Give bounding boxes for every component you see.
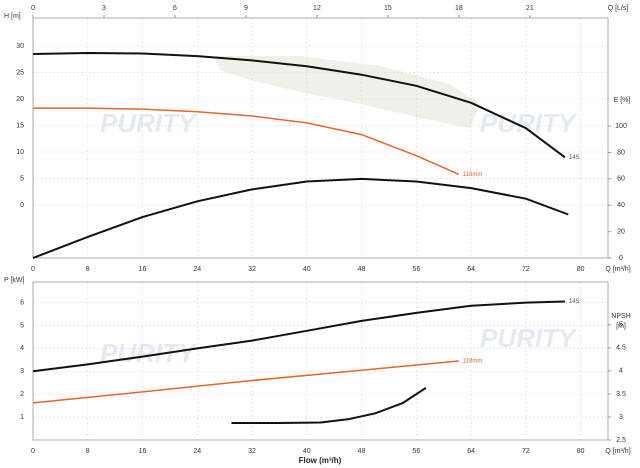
y-tick-label: 10 xyxy=(16,149,24,156)
x-tick-label: 72 xyxy=(522,266,530,273)
curve xyxy=(33,107,460,175)
curve xyxy=(32,52,566,159)
x-tick-label: 72 xyxy=(522,448,530,455)
x-tick-label: 32 xyxy=(248,266,256,273)
watermark: PURITY xyxy=(480,108,578,138)
y2-tick-label: 20 xyxy=(617,228,625,235)
y2-axis-label: NPSH xyxy=(611,313,630,320)
x-tick-label: 48 xyxy=(358,266,366,273)
plot-frame xyxy=(32,281,609,441)
y-tick-label: 2 xyxy=(20,391,24,398)
y2-tick-label: 4.5 xyxy=(616,345,626,352)
y2-tick-label: 3 xyxy=(619,414,623,421)
y2-tick-label: 2.5 xyxy=(616,437,626,444)
operating-zone xyxy=(215,56,480,128)
y2-axis-label: E [%] xyxy=(614,97,631,104)
y-tick-label: 20 xyxy=(16,96,24,103)
y-tick-label: 15 xyxy=(16,122,24,129)
y-axis-label: H [m] xyxy=(4,13,21,20)
x2-tick-label: 6 xyxy=(173,5,177,12)
x-tick-label: 24 xyxy=(193,448,201,455)
y2-tick-label: 100 xyxy=(615,123,627,130)
y-tick-label: 3 xyxy=(20,368,24,375)
x-tick-label: 16 xyxy=(139,266,147,273)
x-tick-label: 80 xyxy=(577,266,585,273)
y2-tick-label: 40 xyxy=(617,202,625,209)
x2-tick-label: 9 xyxy=(244,5,248,12)
y2-tick-label: 5 xyxy=(619,322,623,329)
x-tick-label: 32 xyxy=(248,448,256,455)
curve-label: 118mm xyxy=(463,172,483,178)
y2-tick-label: 0 xyxy=(619,255,623,262)
y2-tick-label: 3.5 xyxy=(616,391,626,398)
x-tick-label: 24 xyxy=(193,266,201,273)
x-tick-label: 40 xyxy=(303,448,311,455)
x2-tick-label: 15 xyxy=(384,5,392,12)
x-tick-label: 8 xyxy=(86,448,90,455)
x-tick-label: 8 xyxy=(86,266,90,273)
x2-tick-label: 21 xyxy=(526,5,534,12)
y-tick-label: 5 xyxy=(20,175,24,182)
x2-tick-label: 3 xyxy=(102,5,106,12)
x-tick-label: 80 xyxy=(577,448,585,455)
y-tick-label: 25 xyxy=(16,69,24,76)
x-tick-label: 16 xyxy=(139,448,147,455)
y-tick-label: 30 xyxy=(16,43,24,50)
watermark: PURITY xyxy=(100,338,198,368)
x-axis-label: Q [m³/h] xyxy=(605,266,630,273)
y2-axis-label: [m] xyxy=(616,323,626,330)
curve xyxy=(32,177,569,259)
x-tick-label: 0 xyxy=(31,448,35,455)
curve-label: 14S xyxy=(569,155,580,161)
x-tick-label: 56 xyxy=(412,448,420,455)
x-tick-label: 48 xyxy=(358,448,366,455)
y-tick-label: 0 xyxy=(20,202,24,209)
x2-tick-label: 0 xyxy=(31,5,35,12)
x-tick-label: 0 xyxy=(31,266,35,273)
x-axis-title: Flow (m³/h) xyxy=(299,456,342,465)
watermark: PURITY xyxy=(100,108,198,138)
x-tick-label: 64 xyxy=(467,266,475,273)
curve xyxy=(32,300,565,373)
x2-axis-label: Q [L/s] xyxy=(608,5,629,12)
x-tick-label: 56 xyxy=(412,266,420,273)
y-tick-label: 4 xyxy=(20,345,24,352)
x2-tick-label: 12 xyxy=(313,5,321,12)
y2-tick-label: 4 xyxy=(619,368,623,375)
y-axis-label: P [kW] xyxy=(4,277,25,284)
y-tick-label: 6 xyxy=(20,299,24,306)
curve xyxy=(32,360,459,404)
y2-tick-label: 80 xyxy=(617,149,625,156)
x-tick-label: 64 xyxy=(467,448,475,455)
curve-label: 14S xyxy=(569,299,580,305)
x-axis-label: Q [m³/h] xyxy=(605,448,630,455)
y-tick-label: 5 xyxy=(20,322,24,329)
x-tick-label: 40 xyxy=(303,266,311,273)
y2-tick-label: 60 xyxy=(617,176,625,183)
x2-tick-label: 18 xyxy=(455,5,463,12)
plot-frame xyxy=(32,17,609,259)
watermark: PURITY xyxy=(480,323,578,353)
curve xyxy=(231,387,427,424)
y-tick-label: 1 xyxy=(20,414,24,421)
curve-label: 118mm xyxy=(463,359,483,365)
